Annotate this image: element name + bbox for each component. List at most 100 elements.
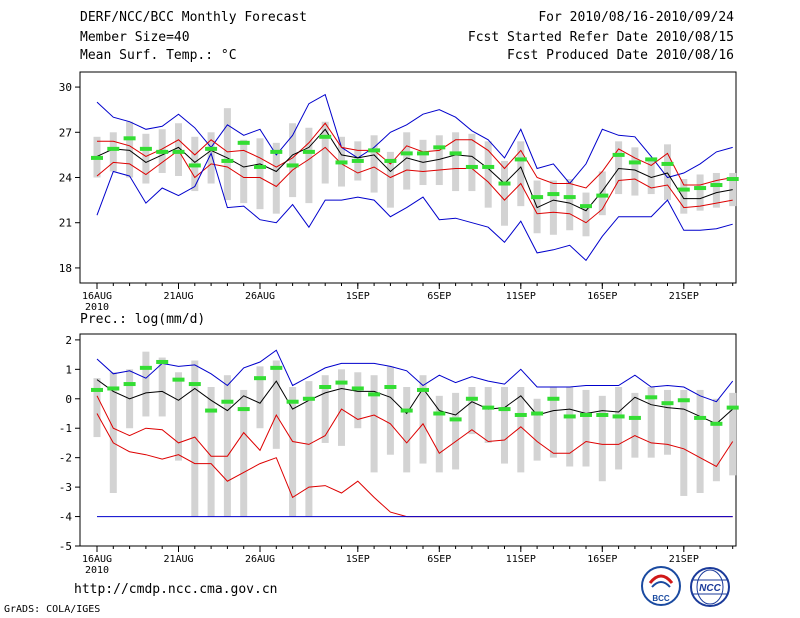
- ensemble-range-bar: [647, 387, 655, 458]
- ensemble-range-bar: [175, 123, 182, 176]
- member-marker: [188, 163, 201, 168]
- member-marker: [188, 382, 201, 387]
- ensemble-range-bar: [126, 121, 134, 178]
- member-marker: [270, 149, 283, 154]
- member-marker: [498, 181, 511, 186]
- source-url[interactable]: http://cmdp.ncc.cma.gov.cn: [74, 582, 278, 597]
- member-marker: [107, 386, 120, 391]
- member-marker: [580, 204, 592, 209]
- member-marker: [270, 365, 283, 370]
- bcc-logo: BCC: [641, 566, 681, 606]
- ensemble-range-bar: [468, 133, 476, 192]
- fcst-produced-date: Fcst Produced Date 2010/08/16: [507, 48, 734, 63]
- member-marker: [726, 177, 739, 182]
- y-tick-label: 0: [65, 393, 72, 406]
- fcst-started-date: Fcst Started Refer Date 2010/08/15: [467, 30, 734, 45]
- member-marker: [400, 408, 413, 413]
- ensemble-range-bar: [468, 387, 476, 435]
- ensemble-range-bar: [142, 351, 150, 417]
- member-marker: [531, 411, 544, 416]
- member-marker: [677, 187, 690, 192]
- ensemble-range-bar: [175, 372, 182, 461]
- ensemble-range-bar: [484, 387, 492, 443]
- ensemble-range-bar: [549, 387, 557, 458]
- ensemble-range-bar: [207, 387, 215, 517]
- member-marker: [172, 149, 185, 154]
- member-marker: [645, 157, 658, 162]
- x-tick-label: 16AUG: [82, 291, 112, 302]
- x-tick-label: 16SEP: [587, 554, 617, 565]
- ensemble-range-bar: [191, 360, 199, 517]
- max-line: [96, 349, 734, 403]
- member-marker: [254, 164, 266, 169]
- member-marker: [156, 149, 169, 154]
- grads-credit: GrADS: COLA/IGES: [4, 604, 101, 615]
- member-marker: [91, 155, 103, 160]
- y-tick-label: 2: [65, 334, 72, 347]
- x-year-label: 2010: [85, 302, 109, 313]
- member-marker: [628, 415, 641, 420]
- x-tick-label: 26AUG: [245, 554, 275, 565]
- member-marker: [319, 134, 332, 139]
- x-tick-label: 11SEP: [506, 554, 536, 565]
- member-marker: [661, 161, 674, 166]
- ensemble-range-bar: [109, 372, 117, 493]
- member-marker: [139, 365, 152, 370]
- ensemble-range-bar: [305, 127, 313, 204]
- ensemble-range-bar: [386, 366, 394, 455]
- member-marker: [580, 412, 592, 417]
- member-marker: [351, 158, 364, 163]
- ensemble-range-bar: [256, 366, 264, 429]
- member-marker: [482, 164, 495, 169]
- member-marker: [645, 395, 658, 400]
- x-tick-label: 26AUG: [245, 291, 275, 302]
- ensemble-range-bar: [435, 135, 443, 186]
- x-tick-label: 16AUG: [82, 554, 112, 565]
- member-marker: [254, 376, 266, 381]
- ensemble-range-bar: [321, 121, 329, 184]
- ensemble-range-bar: [729, 392, 737, 476]
- member-marker: [514, 412, 527, 417]
- y-tick-label: 24: [59, 172, 73, 185]
- ensemble-range-bar: [566, 179, 574, 231]
- y-tick-label: 1: [65, 363, 72, 376]
- ensemble-mean-line: [96, 128, 733, 212]
- x-tick-label: 16SEP: [587, 291, 617, 302]
- y-tick-label: -1: [59, 422, 72, 435]
- forecast-title: DERF/NCC/BCC Monthly Forecast: [80, 10, 307, 25]
- ensemble-range-bar: [207, 132, 215, 184]
- ensemble-range-bar: [680, 179, 688, 214]
- member-marker: [205, 146, 218, 151]
- member-marker: [237, 140, 250, 145]
- variable-label: Mean Surf. Temp.: °C: [80, 48, 237, 63]
- member-marker: [368, 392, 381, 397]
- ensemble-range-bar: [566, 387, 574, 467]
- ensemble-range-bar: [598, 171, 606, 216]
- member-marker: [694, 186, 707, 191]
- member-marker: [368, 148, 381, 153]
- member-marker: [286, 163, 299, 168]
- member-marker: [596, 193, 609, 198]
- member-marker: [139, 146, 152, 151]
- ensemble-range-bar: [517, 141, 525, 207]
- member-marker: [612, 152, 625, 157]
- temperature-panel: 18 21 24 27 30 16AUG 21AUG 26AUG 1SEP 6SEP 11SEP 16…: [59, 71, 739, 313]
- ensemble-range-bar: [223, 375, 231, 517]
- ensemble-range-bar: [272, 360, 280, 449]
- ensemble-range-bar: [386, 151, 394, 208]
- ensemble-range-bar: [582, 192, 590, 237]
- member-marker: [417, 151, 429, 156]
- member-marker: [433, 145, 446, 150]
- x-tick-label: 6SEP: [427, 291, 451, 302]
- member-marker: [677, 398, 690, 403]
- x-tick-label: 21AUG: [163, 291, 193, 302]
- ensemble-range-bar: [158, 357, 166, 417]
- ensemble-range-bar: [435, 395, 443, 473]
- member-marker: [628, 160, 641, 165]
- ensemble-range-bar: [240, 389, 248, 517]
- member-marker: [531, 195, 544, 200]
- member-marker: [335, 380, 348, 385]
- ensemble-range-bar: [338, 369, 345, 446]
- member-marker: [498, 407, 511, 412]
